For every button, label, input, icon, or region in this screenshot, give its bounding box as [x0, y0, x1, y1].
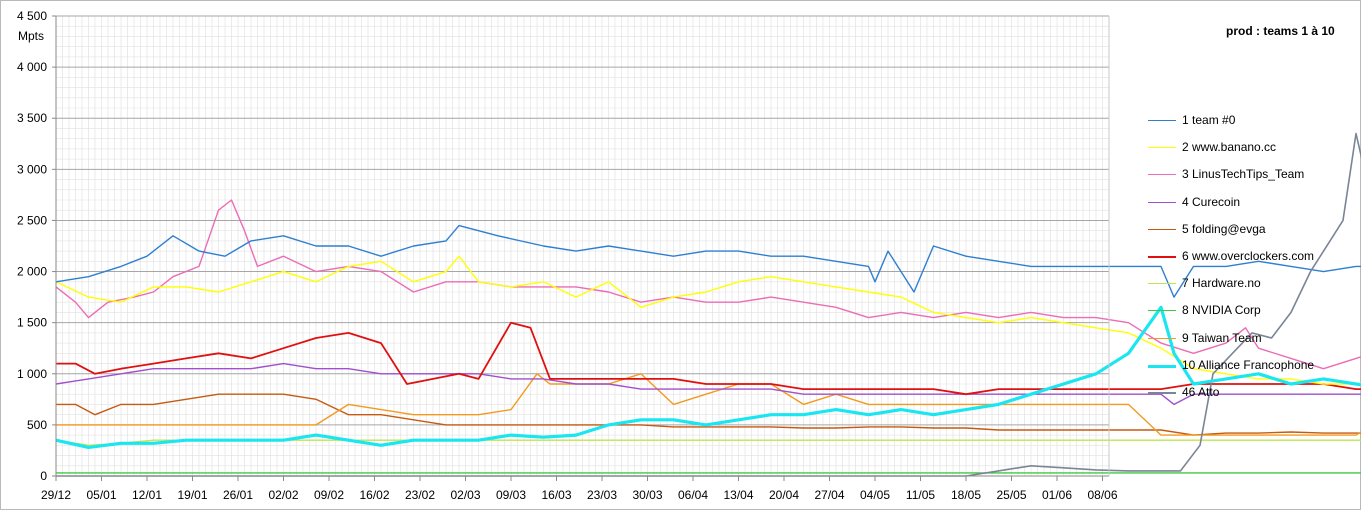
- y-tick-label: 0: [40, 469, 47, 483]
- legend-label: 8 NVIDIA Corp: [1182, 303, 1261, 318]
- legend-label: 5 folding@evga: [1182, 221, 1266, 236]
- x-tick-label: 18/05: [951, 488, 981, 502]
- y-tick-label: 4 500: [17, 9, 47, 23]
- legend-swatch: [1148, 283, 1176, 285]
- axes: [52, 15, 1110, 481]
- x-tick-label: 23/02: [405, 488, 435, 502]
- legend-item: 5 folding@evga: [1148, 219, 1353, 246]
- legend-swatch: [1148, 120, 1176, 121]
- series-line: [56, 393, 1361, 436]
- legend-label: 2 www.banano.cc: [1182, 140, 1277, 155]
- legend: 1 team #0 2 www.banano.cc 3 LinusTechTips_…: [1148, 110, 1353, 409]
- series-layer: [55, 132, 1361, 477]
- legend-label: 3 LinusTechTips_Team: [1182, 167, 1305, 182]
- x-tick-label: 30/03: [632, 488, 662, 502]
- x-tick-label: 11/05: [906, 488, 935, 502]
- x-tick-label: 06/04: [678, 488, 708, 502]
- y-tick-label: 500: [27, 418, 47, 432]
- x-tick-label: 16/03: [541, 488, 571, 502]
- x-tick-label: 05/01: [86, 488, 116, 502]
- x-tick-label: 20/04: [769, 488, 799, 502]
- legend-label: 9 Taiwan Team: [1182, 330, 1262, 345]
- legend-item: 8 NVIDIA Corp: [1148, 300, 1353, 327]
- minor-gridlines: [55, 16, 1110, 476]
- legend-item: 4 Curecoin: [1148, 192, 1353, 219]
- legend-item: 1 team #0: [1148, 110, 1353, 137]
- y-axis-unit-label: Mpts: [18, 29, 45, 43]
- legend-swatch: [1148, 391, 1176, 394]
- y-tick-label: 4 000: [17, 60, 47, 74]
- y-tick-label: 2 500: [17, 213, 47, 227]
- series-line: [55, 305, 1361, 449]
- x-tick-label: 25/05: [996, 488, 1026, 502]
- legend-item: 10 Alliance Francophone: [1148, 355, 1353, 382]
- y-tick-label: 1 000: [17, 367, 47, 381]
- series-line: [56, 321, 1361, 396]
- major-gridlines: [56, 15, 1109, 477]
- legend-swatch: [1148, 174, 1176, 176]
- legend-label: 7 Hardware.no: [1182, 276, 1261, 291]
- legend-item: 7 Hardware.no: [1148, 273, 1353, 300]
- legend-swatch: [1148, 201, 1176, 203]
- legend-item: 6 www.overclockers.com: [1148, 246, 1353, 273]
- x-tick-label: 09/03: [496, 488, 526, 502]
- x-tick-label: 27/04: [814, 488, 844, 502]
- y-tick-label: 1 500: [17, 316, 47, 330]
- series-line: [55, 224, 1361, 298]
- x-tick-label: 19/01: [177, 488, 207, 502]
- legend-label: 1 team #0: [1182, 113, 1236, 127]
- legend-item: 2 www.banano.cc: [1148, 137, 1353, 164]
- y-tick-label: 3 500: [17, 111, 47, 125]
- legend-label: 46 Atto: [1182, 384, 1220, 399]
- x-tick-label: 16/02: [359, 488, 389, 502]
- x-tick-label: 01/06: [1042, 488, 1072, 502]
- legend-item: 3 LinusTechTips_Team: [1148, 164, 1353, 191]
- x-tick-label: 12/01: [132, 488, 162, 502]
- legend-item: 9 Taiwan Team: [1148, 328, 1353, 355]
- x-tick-label: 02/02: [268, 488, 298, 502]
- series-line: [55, 255, 1361, 385]
- series-line: [56, 132, 1361, 477]
- chart-title: prod : teams 1 à 10: [1226, 24, 1335, 38]
- legend-swatch: [1148, 147, 1176, 149]
- legend-item: 46 Atto: [1148, 382, 1353, 409]
- series-line: [55, 439, 1361, 446]
- y-tick-label: 2 000: [17, 265, 47, 279]
- x-tick-label: 08/06: [1087, 488, 1117, 502]
- legend-swatch: [1148, 364, 1176, 368]
- x-tick-label: 13/04: [723, 488, 753, 502]
- x-tick-label: 09/02: [314, 488, 344, 502]
- x-tick-label: 02/03: [450, 488, 480, 502]
- x-tick-label: 23/03: [587, 488, 617, 502]
- x-tick-labels: 29/12 05/01 12/01 19/01 26/01 02/02 09/02 16/02…: [41, 488, 1118, 502]
- series-line: [55, 362, 1361, 406]
- legend-swatch: [1148, 337, 1176, 339]
- x-tick-label: 26/01: [223, 488, 253, 502]
- legend-label: 4 Curecoin: [1182, 194, 1241, 209]
- series-line: [56, 373, 1361, 436]
- legend-swatch: [1148, 228, 1176, 230]
- series-line: [55, 199, 1361, 370]
- x-tick-label: 04/05: [860, 488, 890, 502]
- legend-label: 6 www.overclockers.com: [1182, 248, 1315, 263]
- legend-swatch: [1148, 255, 1176, 258]
- x-tick-label: 29/12: [41, 488, 71, 502]
- y-tick-label: 3 000: [17, 162, 47, 176]
- y-tick-labels: 0 500 1 000 1 500 2 000 2 500 3 000 3 500 4 000 4…: [17, 9, 47, 483]
- legend-label: 10 Alliance Francophone: [1182, 357, 1315, 372]
- legend-swatch: [1148, 310, 1176, 312]
